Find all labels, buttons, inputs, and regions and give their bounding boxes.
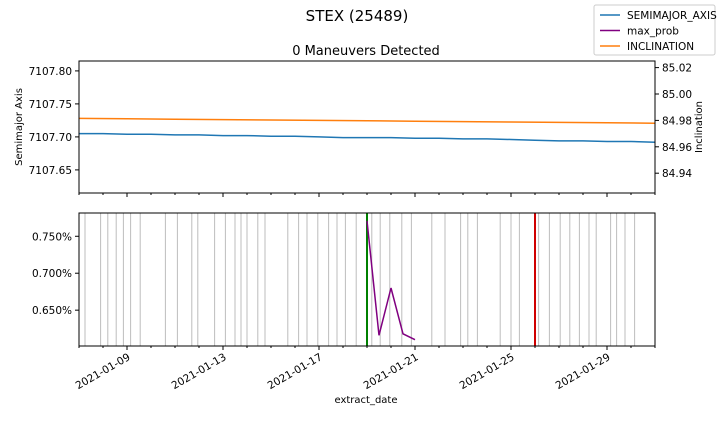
y2-tick-label: 85.02 xyxy=(662,63,692,75)
legend-entries: SEMIMAJOR_AXIS max_prob INCLINATION xyxy=(600,10,717,53)
y-tick-label: 0.650% xyxy=(32,305,72,317)
y-tick-label: 7107.80 xyxy=(29,66,72,78)
y-tick-label: 7107.65 xyxy=(29,165,72,177)
legend: SEMIMAJOR_AXIS max_prob INCLINATION xyxy=(593,4,717,56)
top-axes-series-layer xyxy=(78,117,656,143)
bottom-axes: 0.650%0.700%0.750% 2021-01-09 2021-01-13 2… xyxy=(32,212,656,406)
x-axis-label: extract_date xyxy=(334,395,397,406)
top-y-axis-label: Semimajor Axis xyxy=(14,88,25,166)
x-tick-label: 2021-01-25 xyxy=(458,351,517,392)
x-tick-label: 2021-01-17 xyxy=(266,351,325,392)
y2-tick-label: 85.00 xyxy=(662,89,692,101)
observation-lines-layer xyxy=(84,213,636,346)
bottom-x-ticks: 2021-01-09 2021-01-13 2021-01-17 2021-01-21… xyxy=(74,346,656,392)
bottom-y-ticks: 0.650% 0.700% 0.750% xyxy=(32,231,79,317)
top-axes-frame xyxy=(78,60,656,194)
x-tick-label: 2021-01-29 xyxy=(554,351,613,392)
top-left-ticks: 7107.65 7107.70 7107.75 7107.80 xyxy=(29,66,79,177)
y2-tick-label: 84.96 xyxy=(662,142,692,154)
legend-label: max_prob xyxy=(627,26,679,38)
y-tick-label: 0.750% xyxy=(32,231,72,243)
bottom-axes-series-layer xyxy=(366,220,416,341)
top-y2-axis-label: Inclination xyxy=(694,101,705,153)
marker-lines-layer xyxy=(366,213,536,346)
series-line-max-prob xyxy=(366,220,416,341)
x-tick-label: 2021-01-21 xyxy=(362,351,421,392)
top-axes-title: 0 Maneuvers Detected xyxy=(292,44,440,59)
series-line-semimajor-axis xyxy=(79,132,656,143)
y2-tick-label: 84.94 xyxy=(662,168,692,180)
legend-label: INCLINATION xyxy=(627,41,694,53)
legend-label: SEMIMAJOR_AXIS xyxy=(627,10,717,22)
top-x-ticks xyxy=(78,193,656,197)
legend-box xyxy=(593,4,716,56)
series-line-inclination xyxy=(78,117,656,124)
x-tick-label: 2021-01-13 xyxy=(170,351,229,392)
top-axes: 0 Maneuvers Detected 7107.657107.707107.… xyxy=(14,44,705,197)
top-right-ticks: 84.94 84.96 84.98 85.00 85.02 xyxy=(655,63,692,180)
y2-tick-label: 84.98 xyxy=(662,115,692,127)
figure-title: STEX (25489) xyxy=(306,7,409,25)
x-tick-label: 2021-01-09 xyxy=(74,351,133,392)
y-tick-label: 7107.70 xyxy=(29,132,72,144)
y-tick-label: 7107.75 xyxy=(29,99,72,111)
y-tick-label: 0.700% xyxy=(32,268,72,280)
